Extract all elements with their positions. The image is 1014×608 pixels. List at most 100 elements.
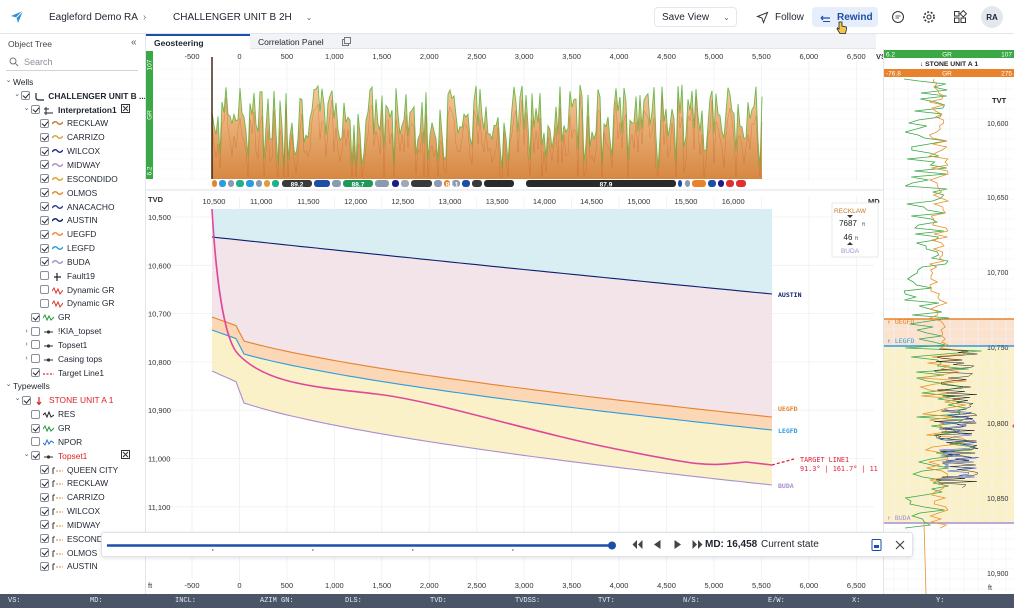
project-name[interactable]: Eagleford Demo RA: [49, 11, 138, 23]
visibility-checkbox[interactable]: [40, 561, 49, 571]
visibility-checkbox[interactable]: [22, 395, 31, 405]
rewind-button[interactable]: Rewind: [812, 7, 878, 27]
visibility-checkbox[interactable]: [40, 132, 49, 142]
tree-item[interactable]: ANACACHO: [0, 200, 145, 214]
visibility-checkbox[interactable]: [40, 118, 49, 128]
tree-item[interactable]: CARRIZO: [0, 490, 145, 504]
typewell-panel[interactable]: 6.2 GR 107 ↓ STONE UNIT A 1 -76.8 GR 275 TVT 10,…: [883, 49, 1014, 595]
tree-item[interactable]: OLMOS: [0, 546, 145, 560]
save-state-icon[interactable]: [871, 539, 882, 551]
visibility-checkbox[interactable]: [40, 506, 49, 516]
expand-chevron-icon[interactable]: ›: [25, 355, 28, 363]
visibility-checkbox[interactable]: [31, 437, 40, 447]
tree-item[interactable]: ⌄ Wells: [0, 75, 145, 89]
tree-item[interactable]: GR: [0, 421, 145, 435]
visibility-checkbox[interactable]: [40, 202, 49, 212]
visibility-checkbox[interactable]: [31, 423, 40, 433]
tree-item[interactable]: MIDWAY: [0, 158, 145, 172]
tree-item[interactable]: LEGFD: [0, 241, 145, 255]
tree-item[interactable]: ESCONDIDO: [0, 172, 145, 186]
visibility-checkbox[interactable]: [31, 368, 40, 378]
tree-item[interactable]: OLMOS: [0, 186, 145, 200]
skip-back-icon[interactable]: [632, 539, 643, 550]
tree-item[interactable]: › Topset1: [0, 338, 145, 352]
save-view-dropdown[interactable]: Save View ⌄: [654, 7, 737, 27]
close-icon[interactable]: [895, 540, 905, 550]
replay-slider[interactable]: [102, 533, 622, 558]
collapse-panel-icon[interactable]: «: [131, 37, 137, 48]
geosteering-view[interactable]: -500 -500 0 0 500 500 1,000 1,000 1,500 1,500 2,00…: [146, 49, 889, 594]
tree-item[interactable]: QUEEN CITY: [0, 463, 145, 477]
visibility-checkbox[interactable]: [31, 354, 40, 364]
tool-icon[interactable]: [121, 450, 130, 461]
tree-item[interactable]: AUSTIN: [0, 213, 145, 227]
expand-chevron-icon[interactable]: ›: [25, 327, 28, 335]
expand-chevron-icon[interactable]: ⌄: [5, 76, 12, 84]
visibility-checkbox[interactable]: [31, 105, 40, 115]
tree-item[interactable]: Fault19: [0, 269, 145, 283]
tree-item[interactable]: › Casing tops: [0, 352, 145, 366]
tree-item[interactable]: ⌄ STONE UNIT A 1: [0, 393, 145, 407]
visibility-checkbox[interactable]: [40, 465, 49, 475]
step-back-icon[interactable]: [652, 539, 663, 550]
follow-button[interactable]: Follow: [756, 0, 804, 34]
visibility-checkbox[interactable]: [31, 312, 40, 322]
tree-item[interactable]: Dynamic GR: [0, 297, 145, 311]
tree-item[interactable]: MIDWAY: [0, 518, 145, 532]
tool-icon[interactable]: [121, 104, 130, 115]
visibility-checkbox[interactable]: [21, 91, 31, 101]
tree-item[interactable]: ⌄ CHALLENGER UNIT B ...: [0, 89, 145, 103]
visibility-checkbox[interactable]: [31, 409, 40, 419]
tree-item[interactable]: UEGFD: [0, 227, 145, 241]
tree-item[interactable]: Dynamic GR: [0, 283, 145, 297]
visibility-checkbox[interactable]: [40, 492, 49, 502]
tree-item[interactable]: Target Line1: [0, 366, 145, 380]
visibility-checkbox[interactable]: [40, 174, 49, 184]
visibility-checkbox[interactable]: [31, 451, 40, 461]
tree-item[interactable]: ESCONDIDO: [0, 532, 145, 546]
expand-chevron-icon[interactable]: ⌄: [14, 90, 21, 98]
tree-item[interactable]: ⌄ Typewells: [0, 380, 145, 394]
tree-item[interactable]: NPOR: [0, 435, 145, 449]
visibility-checkbox[interactable]: [40, 257, 49, 267]
visibility-checkbox[interactable]: [31, 326, 40, 336]
play-icon[interactable]: [672, 539, 683, 550]
visibility-checkbox[interactable]: [40, 298, 49, 308]
expand-chevron-icon[interactable]: ⌄: [23, 450, 30, 458]
well-selector[interactable]: CHALLENGER UNIT B 2H ⌄: [173, 0, 312, 34]
tree-item[interactable]: RECKLAW: [0, 117, 145, 131]
tree-item[interactable]: › !KIA_topset: [0, 324, 145, 338]
skip-forward-icon[interactable]: [692, 539, 703, 550]
tree-item[interactable]: WILCOX: [0, 144, 145, 158]
tree-item[interactable]: RES: [0, 407, 145, 421]
tab-correlation-panel[interactable]: Correlation Panel: [258, 36, 324, 47]
app-logo-icon[interactable]: [10, 0, 24, 34]
tree-item[interactable]: CARRIZO: [0, 130, 145, 144]
typewell-canvas[interactable]: 6.2 GR 107 ↓ STONE UNIT A 1 -76.8 GR 275 TVT 10,…: [884, 49, 1014, 595]
settings-gear-icon[interactable]: [920, 8, 938, 26]
tree-item[interactable]: BUDA: [0, 255, 145, 269]
visibility-checkbox[interactable]: [40, 271, 49, 281]
tree-item[interactable]: WILCOX: [0, 504, 145, 518]
tree-item[interactable]: ⌄ Topset1: [0, 449, 145, 463]
visibility-checkbox[interactable]: [40, 520, 49, 530]
tree-item[interactable]: GR: [0, 310, 145, 324]
visibility-checkbox[interactable]: [40, 188, 49, 198]
visibility-checkbox[interactable]: [40, 478, 49, 488]
expand-chevron-icon[interactable]: ⌄: [5, 381, 12, 389]
user-avatar[interactable]: RA: [981, 6, 1003, 28]
visibility-checkbox[interactable]: [40, 243, 49, 253]
popout-icon[interactable]: [342, 37, 351, 48]
tree-item[interactable]: RECKLAW: [0, 476, 145, 490]
geosteering-canvas[interactable]: -500 -500 0 0 500 500 1,000 1,000 1,500 1,500 2,00…: [146, 49, 889, 594]
tree-item[interactable]: ⌄ Interpretation1: [0, 103, 145, 117]
visibility-checkbox[interactable]: [40, 534, 49, 544]
expand-chevron-icon[interactable]: ⌄: [14, 395, 21, 403]
visibility-checkbox[interactable]: [31, 340, 40, 350]
apps-grid-icon[interactable]: [951, 8, 969, 26]
visibility-checkbox[interactable]: [40, 160, 49, 170]
chat-icon[interactable]: [889, 8, 907, 26]
expand-chevron-icon[interactable]: ›: [25, 341, 28, 349]
visibility-checkbox[interactable]: [40, 229, 49, 239]
tab-geosteering[interactable]: Geosteering: [146, 34, 250, 49]
